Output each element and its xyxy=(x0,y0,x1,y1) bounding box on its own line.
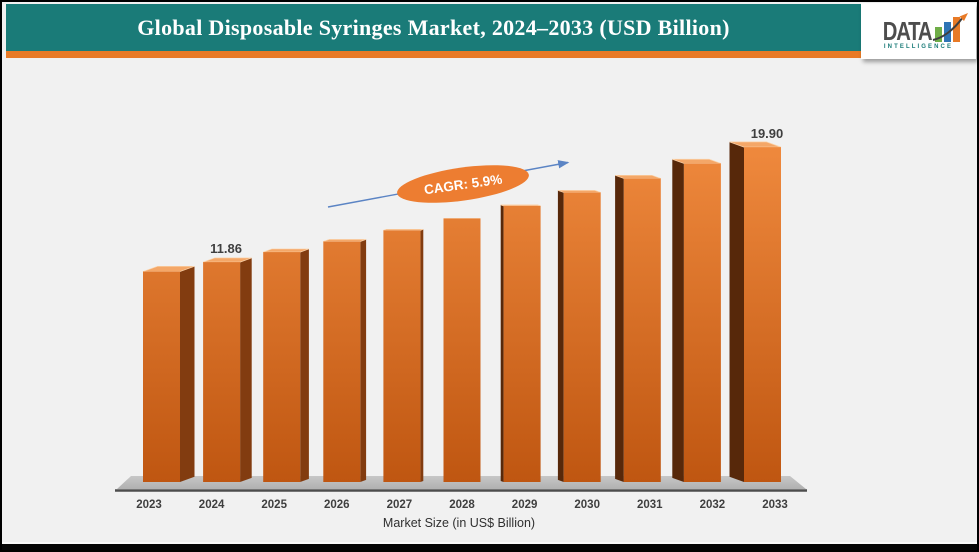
x-tick-2030: 2030 xyxy=(574,499,600,511)
bar-2025 xyxy=(263,248,310,482)
bar-2030 xyxy=(557,190,601,483)
x-tick-2023: 2023 xyxy=(136,499,162,511)
bar-side-face xyxy=(672,159,684,483)
bar-side-face xyxy=(180,266,195,482)
logo-bars-icon xyxy=(932,12,969,42)
bar-side-face xyxy=(729,141,744,482)
bar-side-face xyxy=(615,175,624,482)
bar-2026 xyxy=(323,239,367,482)
bar-2024 xyxy=(202,257,252,482)
bar-front-face xyxy=(443,218,481,482)
bar-top-face xyxy=(383,228,424,231)
x-tick-2032: 2032 xyxy=(700,499,726,511)
bar-front-face xyxy=(203,262,241,482)
x-tick-2024: 2024 xyxy=(199,499,225,511)
bar-side-face xyxy=(360,239,367,482)
bar-top-face xyxy=(500,204,541,207)
bar-front-face xyxy=(263,252,301,482)
logo-wordmark: DATA xyxy=(882,15,933,46)
bars-layer xyxy=(142,141,782,483)
cagr-badge: CAGR: 5.9% xyxy=(397,165,529,203)
bar-side-face xyxy=(557,190,564,483)
x-tick-2033: 2033 xyxy=(762,499,788,511)
bar-2031 xyxy=(614,174,661,482)
data-label-2033: 19.90 xyxy=(751,126,784,141)
x-axis-title: Market Size (in US$ Billion) xyxy=(383,516,535,530)
bar-2032 xyxy=(672,158,722,483)
bottom-border xyxy=(2,542,977,550)
bar-top-face xyxy=(614,174,661,179)
bar-top-face xyxy=(323,239,367,242)
bar-2023 xyxy=(142,265,195,482)
x-tick-2026: 2026 xyxy=(324,499,350,511)
x-tick-2027: 2027 xyxy=(387,499,413,511)
x-tick-2029: 2029 xyxy=(512,499,538,511)
bar-front-face xyxy=(323,241,361,482)
header-band: Global Disposable Syringes Market, 2024–… xyxy=(6,4,861,51)
bar-2029 xyxy=(500,204,541,482)
bar-2028 xyxy=(443,218,481,482)
x-tick-2025: 2025 xyxy=(261,499,287,511)
data-label-2024: 11.86 xyxy=(210,241,242,256)
bar-front-face xyxy=(623,178,661,482)
company-logo: DATA INTELLIGENCE xyxy=(861,3,976,59)
bar-front-face xyxy=(563,192,601,482)
bar-front-face xyxy=(143,271,180,482)
bar-side-face xyxy=(420,229,424,482)
bar-2027 xyxy=(383,228,424,482)
bar-front-face xyxy=(503,205,541,482)
bar-top-face xyxy=(263,248,310,253)
bar-front-face xyxy=(744,147,781,482)
bar-front-face xyxy=(683,163,721,482)
bar-side-face xyxy=(300,248,309,482)
x-tick-2028: 2028 xyxy=(449,499,475,511)
logo-subtitle: INTELLIGENCE xyxy=(883,43,954,50)
bar-side-face xyxy=(500,204,504,482)
axis-labels-layer: 2023 2024 2025 2026 2027 2028 2029 2030 2031 2032… xyxy=(136,126,788,511)
x-tick-2031: 2031 xyxy=(637,499,663,511)
bar-2033 xyxy=(729,141,782,482)
page-title: Global Disposable Syringes Market, 2024–… xyxy=(137,14,730,40)
header-accent-stripe xyxy=(6,51,861,58)
bar-top-face xyxy=(557,190,601,193)
bar-side-face xyxy=(240,257,252,482)
bar-front-face xyxy=(383,230,421,482)
